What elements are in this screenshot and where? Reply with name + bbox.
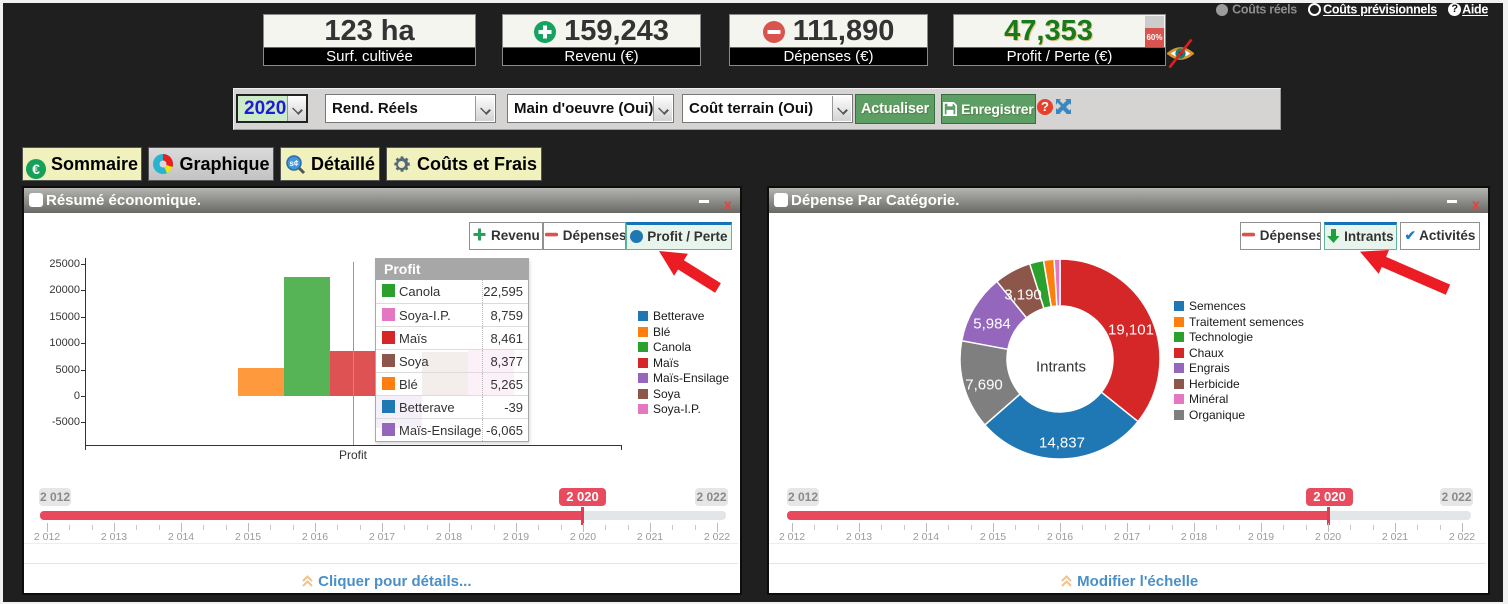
svg-text:s¢: s¢ xyxy=(290,159,299,168)
